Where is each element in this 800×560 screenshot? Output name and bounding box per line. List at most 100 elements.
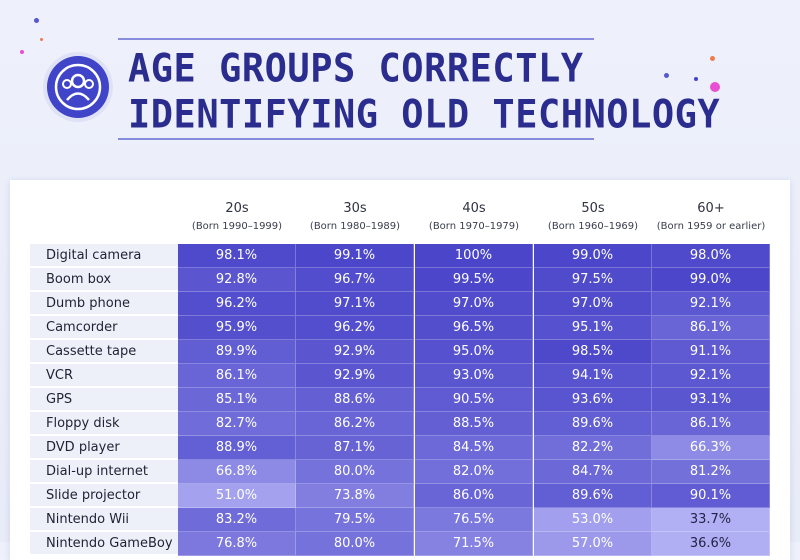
heatmap-cell: 100% (415, 244, 533, 268)
heatmap-cell: 95.0% (415, 340, 533, 364)
heatmap-cell: 97.0% (534, 292, 652, 316)
heatmap-cell: 66.3% (652, 436, 770, 460)
heatmap-cell: 98.5% (534, 340, 652, 364)
heatmap-cell: 89.6% (534, 484, 652, 508)
decor-dot (710, 56, 715, 61)
heatmap-cell: 84.5% (415, 436, 533, 460)
column-header: 40s (Born 1970–1979) (415, 200, 533, 234)
heatmap-cell: 33.7% (652, 508, 770, 532)
row-label: VCR (30, 364, 178, 387)
heatmap-cell: 94.1% (534, 364, 652, 388)
heatmap-cell: 71.5% (415, 532, 533, 556)
heatmap-cell: 85.1% (178, 388, 296, 412)
column-header-sub: (Born 1970–1979) (428, 221, 520, 232)
column-header: 30s (Born 1980–1989) (296, 200, 414, 234)
column-header-label: 50s (581, 201, 605, 216)
heatmap-cell: 88.9% (178, 436, 296, 460)
row-label: Floppy disk (30, 412, 178, 435)
heatmap-cell: 96.2% (296, 316, 414, 340)
heatmap-cell: 97.0% (415, 292, 533, 316)
heatmap-cell: 99.0% (652, 268, 770, 292)
heatmap-cell: 80.0% (296, 460, 414, 484)
column-header-label: 20s (225, 201, 249, 216)
heatmap-cell: 92.9% (296, 340, 414, 364)
decor-dot (710, 82, 720, 92)
column-header: 50s (Born 1960–1969) (534, 200, 652, 234)
heatmap-cell: 89.6% (534, 412, 652, 436)
heatmap-cell: 82.0% (415, 460, 533, 484)
heatmap-cell: 92.9% (296, 364, 414, 388)
decor-dot (34, 18, 39, 23)
heatmap-cell: 92.1% (652, 292, 770, 316)
row-label: Slide projector (30, 484, 178, 507)
title-badge (47, 56, 109, 118)
heatmap-cell: 82.2% (534, 436, 652, 460)
heatmap-cell: 80.0% (296, 532, 414, 556)
column-header-sub: (Born 1990–1999) (191, 221, 283, 232)
heatmap-cell: 51.0% (178, 484, 296, 508)
column-header-label: 30s (343, 201, 367, 216)
decor-dot (20, 50, 24, 54)
heatmap-cell: 92.8% (178, 268, 296, 292)
heatmap-cell: 73.8% (296, 484, 414, 508)
heatmap-cell: 97.5% (534, 268, 652, 292)
heatmap-cell: 84.7% (534, 460, 652, 484)
heatmap-cell: 87.1% (296, 436, 414, 460)
column-header-sub: (Born 1959 or earlier) (656, 221, 766, 232)
column-header-sub: (Born 1980–1989) (309, 221, 401, 232)
row-label: Boom box (30, 268, 178, 291)
heatmap-cell: 92.1% (652, 364, 770, 388)
row-label: Nintendo Wii (30, 508, 178, 531)
row-label: Digital camera (30, 244, 178, 267)
heatmap-cell: 96.7% (296, 268, 414, 292)
heatmap-cell: 86.1% (652, 316, 770, 340)
heatmap-cell: 82.7% (178, 412, 296, 436)
decor-dot (694, 77, 698, 81)
heatmap-cell: 97.1% (296, 292, 414, 316)
heatmap-cell: 99.0% (534, 244, 652, 268)
heatmap-cell: 90.5% (415, 388, 533, 412)
heatmap-cell: 91.1% (652, 340, 770, 364)
row-label: Camcorder (30, 316, 178, 339)
decor-dot (40, 38, 43, 41)
heatmap-cell: 79.5% (296, 508, 414, 532)
heatmap-cell: 98.1% (178, 244, 296, 268)
heatmap-cell: 36.6% (652, 532, 770, 556)
heatmap-cell: 86.1% (178, 364, 296, 388)
heatmap-cell: 66.8% (178, 460, 296, 484)
heatmap-cell: 96.5% (415, 316, 533, 340)
title-rule-top (118, 38, 594, 40)
heatmap-cell: 88.6% (296, 388, 414, 412)
heatmap-cell: 96.2% (178, 292, 296, 316)
row-label: GPS (30, 388, 178, 411)
heatmap-cell: 86.2% (296, 412, 414, 436)
heatmap-cell: 95.1% (534, 316, 652, 340)
column-header-label: 60+ (697, 201, 725, 216)
heatmap-cell: 83.2% (178, 508, 296, 532)
title-rule-bottom (118, 138, 594, 140)
heatmap-cell: 76.5% (415, 508, 533, 532)
row-label: Nintendo GameBoy (30, 532, 178, 555)
row-label: Cassette tape (30, 340, 178, 363)
heatmap-cell: 99.5% (415, 268, 533, 292)
heatmap-cell: 93.6% (534, 388, 652, 412)
heatmap-cell: 81.2% (652, 460, 770, 484)
chart-title: AGE GROUPS CORRECTLY IDENTIFYING OLD TEC… (128, 46, 720, 138)
row-label: DVD player (30, 436, 178, 459)
heatmap-cell: 76.8% (178, 532, 296, 556)
chart-title-line-2: IDENTIFYING OLD TECHNOLOGY (128, 92, 721, 138)
heatmap-cell: 95.9% (178, 316, 296, 340)
heatmap-cell: 90.1% (652, 484, 770, 508)
heatmap-cell: 86.1% (652, 412, 770, 436)
row-label: Dumb phone (30, 292, 178, 315)
column-header-sub: (Born 1960–1969) (547, 221, 639, 232)
heatmap-cell: 57.0% (534, 532, 652, 556)
heatmap-cell: 93.1% (652, 388, 770, 412)
heatmap-cell: 53.0% (534, 508, 652, 532)
column-header: 60+ (Born 1959 or earlier) (652, 200, 770, 234)
heatmap-cell: 88.5% (415, 412, 533, 436)
decor-dot (664, 73, 669, 78)
people-group-icon (54, 63, 102, 111)
column-header: 20s (Born 1990–1999) (178, 200, 296, 234)
chart-title-line-1: AGE GROUPS CORRECTLY (128, 45, 584, 91)
